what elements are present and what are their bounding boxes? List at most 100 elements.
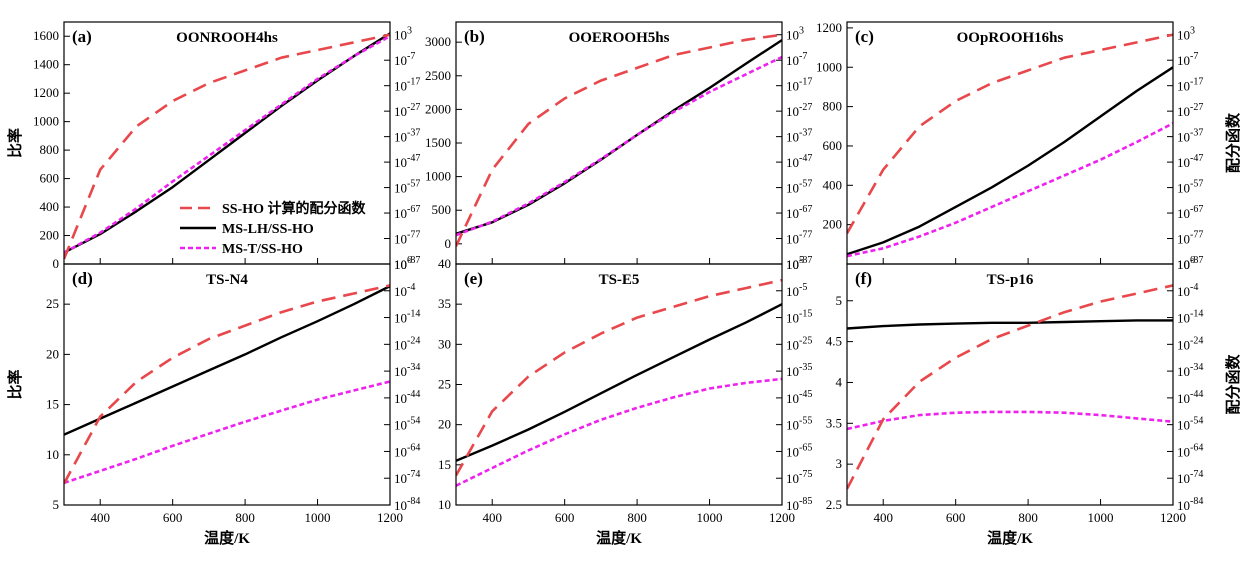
y2-tick-label: 10-15	[786, 309, 812, 326]
y2-tick-label: 10-27	[786, 102, 812, 119]
y2-tick-label: 10-67	[1177, 204, 1203, 221]
y2-tick-label: 10-37	[394, 128, 420, 145]
y2-tick-label: 10-75	[786, 469, 812, 486]
x-tick-label: 800	[1018, 510, 1038, 525]
series-line-ms_t	[847, 122, 1173, 258]
y2-tick-label: 10-4	[394, 282, 415, 299]
x-tick-label: 1200	[1160, 510, 1186, 525]
y-tick-label: 600	[40, 171, 60, 186]
legend-label-ss_ho: SS-HO 计算的配分函数	[222, 200, 367, 217]
y-tick-label: 10	[46, 447, 59, 462]
panel-label: (f)	[855, 269, 872, 288]
y2-tick-label: 103	[1177, 26, 1195, 43]
y2-tick-label: 10-14	[394, 309, 420, 326]
y2-tick-label: 10-67	[786, 204, 812, 221]
y2-tick-label: 103	[786, 26, 804, 43]
x-tick-label: 1000	[697, 510, 723, 525]
y-tick-label: 1000	[425, 169, 451, 184]
y2-tick-label: 10-37	[786, 128, 812, 145]
series-line-ms_t	[847, 410, 1173, 431]
y2-tick-label: 10-47	[786, 153, 812, 170]
legend: SS-HO 计算的配分函数 MS-LH/SS-HO MS-T/SS-HO	[180, 200, 367, 257]
y2-tick-label: 10-7	[1177, 51, 1198, 68]
series-line-ss_ho	[847, 33, 1173, 235]
plot-frame	[846, 263, 1174, 506]
y-tick-label: 2.5	[826, 497, 842, 512]
x-axis-label: 温度/K	[204, 529, 250, 547]
series-line-ms_lh	[847, 66, 1173, 256]
y-tick-label: 3	[836, 456, 843, 471]
y2-tick-label: 10-74	[394, 469, 420, 486]
x-tick-label: 600	[555, 510, 575, 525]
y2-tick-label: 10-34	[394, 362, 420, 379]
y-tick-label: 25	[438, 377, 451, 392]
y2-tick-label: 10-14	[1177, 309, 1203, 326]
plot-frame	[846, 21, 1174, 265]
y-tick-label: 200	[40, 228, 60, 243]
y2-tick-label: 10-74	[1177, 469, 1203, 486]
y2-tick-label: 10-57	[1177, 179, 1203, 196]
panel-title: TS-p16	[987, 272, 1034, 288]
y2-tick-label: 10-57	[786, 179, 812, 196]
y2-tick-label: 103	[394, 26, 412, 43]
y2-tick-label: 106	[394, 255, 412, 272]
y-tick-label: 35	[438, 296, 451, 311]
y2-tick-label: 10-5	[786, 282, 807, 299]
x-tick-label: 400	[90, 510, 110, 525]
plot-frame	[455, 21, 783, 265]
y2-tick-label: 10-87	[786, 255, 812, 272]
y-tick-label: 500	[432, 202, 452, 217]
y-tick-label: 30	[438, 336, 451, 351]
y2-tick-label: 10-84	[394, 496, 420, 513]
y2-tick-label: 10-87	[394, 255, 420, 272]
y-tick-label: 10	[438, 497, 451, 512]
panel-label: (a)	[72, 27, 92, 46]
y2-tick-label: 10-35	[786, 362, 812, 379]
series-line-ss_ho	[456, 278, 782, 477]
y-tick-label: 25	[46, 296, 59, 311]
y2-tick-label: 10-24	[394, 335, 420, 352]
y-tick-label: 1600	[33, 28, 59, 43]
y2-tick-label: 10-87	[1177, 255, 1203, 272]
y2-tick-label: 106	[1177, 255, 1195, 272]
y2-tick-label: 10-44	[394, 389, 420, 406]
y-tick-label: 400	[40, 199, 60, 214]
y-tick-label: 1000	[816, 59, 842, 74]
series-line-ss_ho	[456, 33, 782, 247]
series-line-ms_lh	[847, 319, 1173, 330]
series-line-ms_t	[64, 380, 390, 485]
y-tick-label: 1200	[33, 85, 59, 100]
y2-tick-label: 10-57	[394, 179, 420, 196]
series-line-ss_ho	[64, 284, 390, 485]
y2-tick-label: 10-4	[1177, 282, 1198, 299]
y2-tick-label: 10-7	[394, 51, 415, 68]
y2-tick-label: 10-24	[1177, 335, 1203, 352]
x-axis-label: 温度/K	[987, 529, 1033, 547]
y2-tick-label: 10-54	[394, 416, 420, 433]
y2-tick-label: 10-17	[786, 77, 812, 94]
y2-tick-label: 10-84	[1177, 496, 1203, 513]
y2-tick-label: 10-27	[1177, 102, 1203, 119]
y-tick-label: 20	[438, 417, 451, 432]
y2-tick-label: 10-27	[394, 102, 420, 119]
y-tick-label: 1200	[816, 20, 842, 35]
y-tick-label: 0	[53, 256, 60, 271]
y-tick-label: 40	[438, 256, 451, 271]
y2-tick-label: 10-47	[394, 153, 420, 170]
panel-label: (c)	[855, 27, 874, 46]
y2-tick-label: 10-55	[786, 416, 812, 433]
y2-tick-label: 10-7	[786, 51, 807, 68]
y-axis-label: 比率	[6, 128, 24, 158]
y2-tick-label: 10-77	[1177, 230, 1203, 247]
y-tick-label: 5	[836, 293, 843, 308]
x-tick-label: 600	[163, 510, 183, 525]
x-tick-label: 1200	[377, 510, 403, 525]
y-tick-label: 3.5	[826, 415, 842, 430]
y-tick-label: 200	[823, 217, 843, 232]
y-tick-label: 0	[445, 236, 452, 251]
x-axis-label: 温度/K	[596, 529, 642, 547]
x-tick-label: 1000	[305, 510, 331, 525]
chart-panel-1: 0 200 400 600 800 1000 1200 1400 1600 103 10-7 10-1…	[6, 21, 420, 272]
panel-title: OOEROOH5hs	[569, 30, 670, 46]
legend-label-ms_lh: MS-LH/SS-HO	[222, 222, 314, 237]
